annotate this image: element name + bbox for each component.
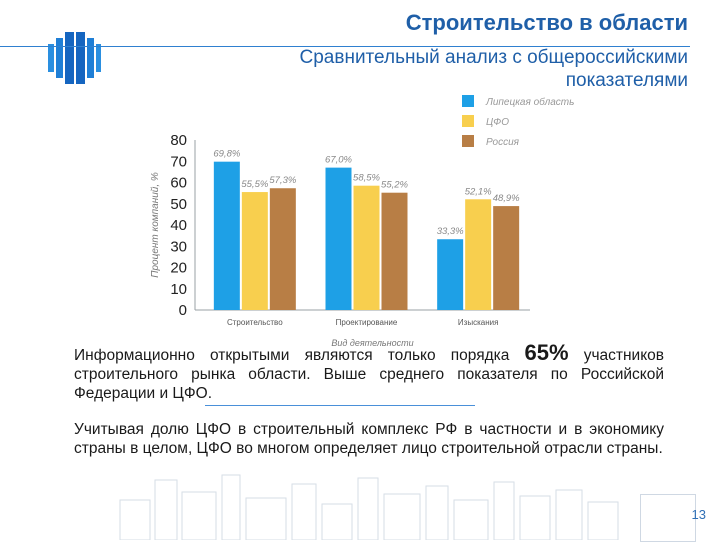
y-tick-label: 10 — [170, 281, 187, 298]
text-underline — [205, 405, 475, 406]
bar — [241, 192, 268, 310]
y-tick-label: 40 — [170, 217, 187, 234]
x-tick-label: Изыскания — [458, 318, 499, 327]
y-axis-label: Процент компаний, % — [150, 172, 161, 278]
legend-swatch — [462, 95, 474, 107]
bar — [213, 161, 240, 310]
company-logo-icon — [48, 32, 101, 84]
bar — [381, 192, 408, 310]
bar-chart: 0 10 20 30 40 50 60 70 80 Процент компаний, % 69,8… — [150, 95, 574, 348]
info-text-end: участников строительного рынка области. … — [74, 347, 665, 402]
page-number: 13 — [691, 507, 706, 522]
y-tick-label: 0 — [179, 302, 187, 319]
y-tick-label: 50 — [170, 196, 187, 213]
title-divider — [0, 46, 690, 47]
page-subtitle: Сравнительный анализ с общероссийскими п… — [299, 47, 689, 91]
y-tick-label: 80 — [170, 132, 187, 149]
cfo-paragraph: Учитывая долю ЦФО в строительный комплек… — [74, 421, 664, 457]
bar-data-label: 58,5% — [353, 173, 380, 184]
x-tick-label: Проектирование — [336, 318, 398, 327]
legend-label: Липецкая область — [485, 96, 574, 108]
bar — [493, 206, 520, 310]
bar-data-label: 48,9% — [493, 193, 520, 204]
legend-label: Россия — [486, 137, 520, 148]
bar — [353, 185, 380, 310]
x-tick-label: Строительство — [227, 318, 283, 327]
legend-swatch — [462, 135, 474, 147]
info-paragraph: Информационно открытыми являются только … — [74, 340, 665, 403]
info-percent: 65% — [524, 340, 569, 365]
y-tick-label: 60 — [170, 175, 187, 192]
legend-label: ЦФО — [486, 117, 509, 128]
bar — [437, 239, 464, 310]
bar — [269, 188, 296, 310]
x-axis-label: Вид деятельности — [331, 338, 413, 348]
bar — [325, 167, 352, 310]
y-tick-label: 20 — [170, 260, 187, 277]
y-tick-label: 70 — [170, 153, 187, 170]
bar-data-label: 55,5% — [241, 179, 268, 190]
bar-data-label: 69,8% — [213, 149, 240, 160]
page-title: Строительство в области — [405, 10, 688, 35]
info-text-start: Информационно открытыми являются только … — [74, 347, 510, 364]
bar-data-label: 33,3% — [437, 226, 464, 237]
bar-data-label: 55,2% — [381, 180, 408, 191]
city-skyline-decoration — [119, 474, 619, 540]
bar — [465, 199, 492, 310]
y-tick-label: 30 — [170, 238, 187, 255]
bar-data-label: 67,0% — [325, 155, 352, 166]
bar-data-label: 57,3% — [269, 175, 296, 186]
legend-swatch — [462, 115, 474, 127]
page-number-box — [640, 494, 696, 542]
bar-data-label: 52,1% — [465, 186, 492, 197]
